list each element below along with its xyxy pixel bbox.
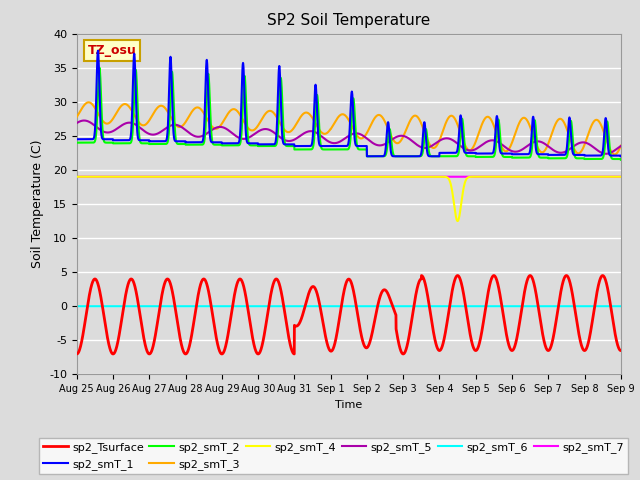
Y-axis label: Soil Temperature (C): Soil Temperature (C): [31, 140, 44, 268]
Title: SP2 Soil Temperature: SP2 Soil Temperature: [267, 13, 431, 28]
Legend: sp2_Tsurface, sp2_smT_1, sp2_smT_2, sp2_smT_3, sp2_smT_4, sp2_smT_5, sp2_smT_6, : sp2_Tsurface, sp2_smT_1, sp2_smT_2, sp2_…: [39, 438, 628, 474]
Text: TZ_osu: TZ_osu: [88, 44, 136, 57]
X-axis label: Time: Time: [335, 400, 362, 409]
